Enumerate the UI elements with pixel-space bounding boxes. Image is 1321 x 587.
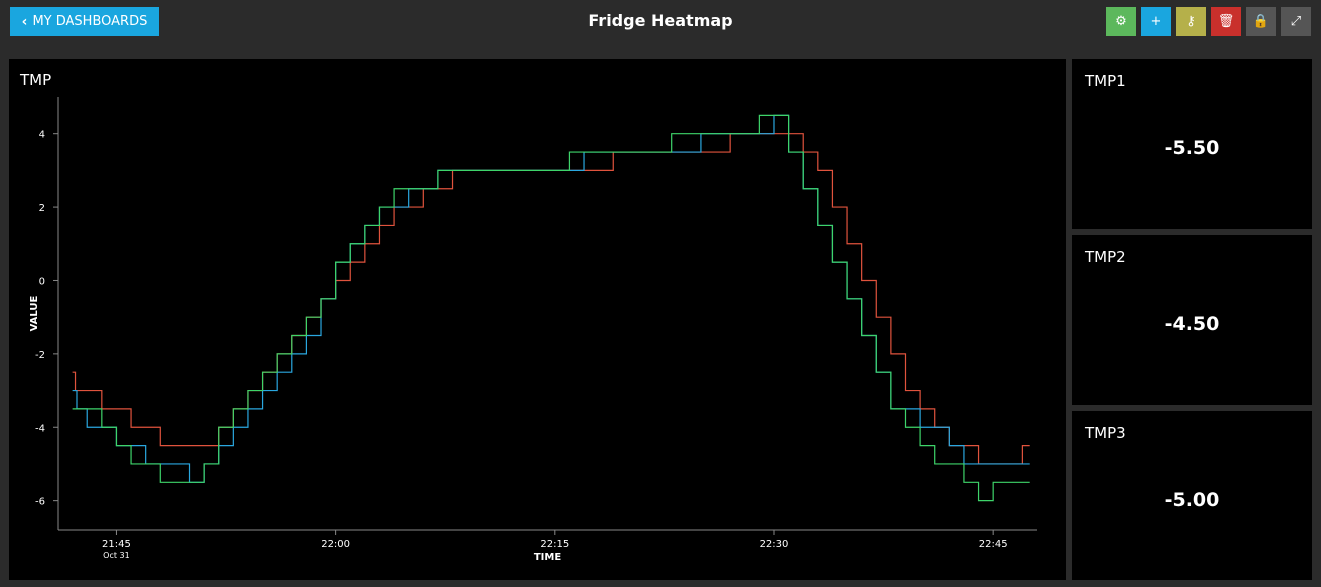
y-tick-label: -4: [35, 423, 45, 434]
series-line-1: [72, 133, 1030, 465]
x-tick-label: 21:45: [102, 539, 131, 550]
y-tick-label: 4: [39, 130, 45, 141]
value-panel-tmp2: TMP2 -4.50: [1072, 235, 1312, 405]
x-tick-label: 22:00: [321, 539, 350, 550]
value-panel-title: TMP1: [1085, 72, 1126, 90]
series-line-3: [72, 114, 1030, 502]
key-icon: ⚷: [1186, 14, 1196, 29]
value-readout: -5.50: [1164, 137, 1220, 159]
key-button[interactable]: ⚷: [1176, 7, 1206, 36]
chevron-left-icon: ‹: [21, 13, 28, 30]
value-panel-tmp3: TMP3 -5.00: [1072, 411, 1312, 580]
toolbar: ⚙ + ⚷ 🗑 🔒 ⤢: [1106, 7, 1311, 36]
expand-icon: ⤢: [1290, 14, 1302, 29]
y-axis-label: VALUE: [29, 295, 40, 331]
plus-icon: +: [1150, 14, 1162, 29]
plus-button[interactable]: +: [1141, 7, 1171, 36]
x-tick-label: 22:30: [760, 539, 789, 550]
my-dashboards-label: MY DASHBOARDS: [32, 14, 148, 29]
gear-icon: ⚙: [1115, 14, 1127, 29]
trash-button[interactable]: 🗑: [1211, 7, 1241, 36]
value-panel-title: TMP3: [1085, 424, 1126, 442]
value-panel-tmp1: TMP1 -5.50: [1072, 59, 1312, 229]
y-tick-label: 0: [39, 276, 45, 287]
value-readout: -4.50: [1164, 313, 1220, 335]
gear-button[interactable]: ⚙: [1106, 7, 1136, 36]
my-dashboards-button[interactable]: ‹ MY DASHBOARDS: [10, 7, 159, 36]
y-tick-label: 2: [39, 203, 45, 214]
dashboard-title: Fridge Heatmap: [588, 11, 733, 30]
x-tick-label: 22:45: [979, 539, 1008, 550]
trash-icon: 🗑: [1217, 14, 1235, 29]
top-bar: ‹ MY DASHBOARDS Fridge Heatmap ⚙ + ⚷ 🗑 🔒 ⤢: [0, 0, 1321, 44]
lock-icon: 🔒: [1252, 14, 1270, 29]
lock-button[interactable]: 🔒: [1246, 7, 1276, 36]
chart-panel-tmp: TMP 4 2 0 -2 -4 -6 21:45 Oct 31 22:00 22:15 22:30 2…: [9, 59, 1066, 580]
x-tick-sublabel: Oct 31: [103, 551, 130, 560]
expand-button[interactable]: ⤢: [1281, 7, 1311, 36]
y-tick-label: -6: [35, 497, 45, 508]
value-panel-title: TMP2: [1085, 248, 1126, 266]
x-axis-label: TIME: [534, 552, 561, 563]
value-readout: -5.00: [1164, 489, 1220, 511]
chart-panel-title: TMP: [20, 71, 52, 89]
y-tick-label: -2: [35, 350, 45, 361]
x-tick-label: 22:15: [540, 539, 569, 550]
